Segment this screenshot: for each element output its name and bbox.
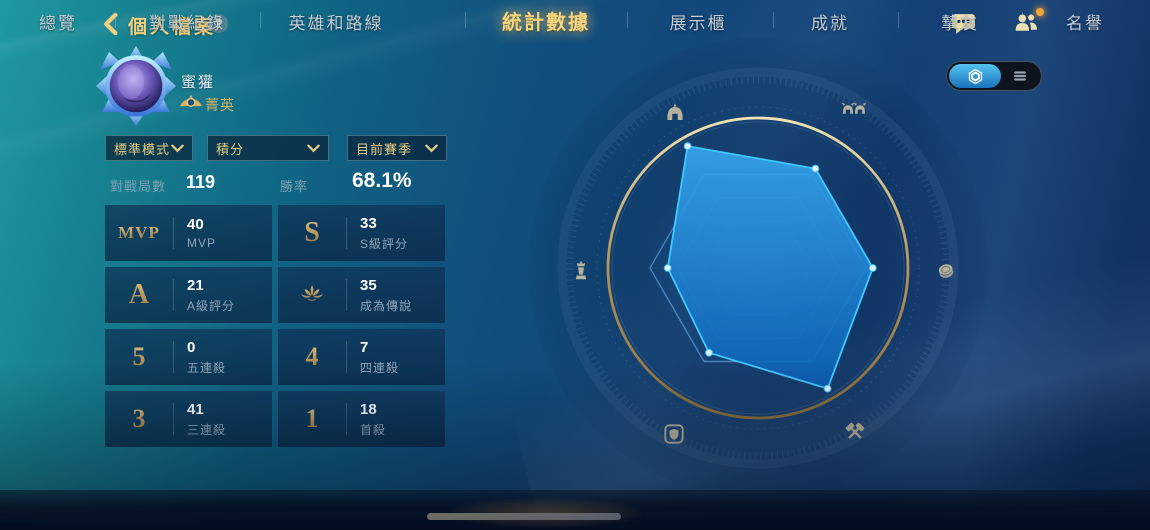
stat-cell-quadra-kill: 4 7 四連殺 <box>278 329 445 385</box>
tab-overview[interactable]: 總覽 <box>39 14 77 33</box>
stat-value: 21 <box>187 276 204 294</box>
crossed-hammers-icon <box>842 419 868 445</box>
stat-value: 41 <box>187 400 204 418</box>
stat-cell-mvp: MVP 40 MVP <box>105 205 272 261</box>
stat-label: A級評分 <box>187 298 236 313</box>
tab-divider <box>627 12 628 28</box>
stat-cell-a-grade: A 21 A級評分 <box>105 267 272 323</box>
stats-grid: MVP 40 MVP S 33 S級評分 A 21 A級評分 <box>105 205 445 447</box>
tab-divider <box>115 12 116 28</box>
winrate-label: 勝率 <box>280 179 309 194</box>
stat-badge: 5 <box>105 342 173 372</box>
tab-divider <box>898 12 899 28</box>
rank-label: 菁英 <box>205 97 235 113</box>
tab-divider <box>773 12 774 28</box>
stat-label: 首殺 <box>360 422 387 437</box>
chevron-left-icon <box>104 12 118 36</box>
mode-dropdown[interactable]: 標準模式 <box>105 135 193 161</box>
winrate-value: 68.1% <box>352 169 412 192</box>
queue-dropdown-value: 積分 <box>216 141 245 157</box>
matches-label: 對戰局數 <box>110 179 167 194</box>
stat-cell-first-blood: 1 18 首殺 <box>278 391 445 447</box>
notification-dot <box>1036 8 1044 16</box>
bottom-tab-bar <box>0 490 1150 530</box>
stat-label: 成為傳說 <box>360 298 413 313</box>
stat-value: 0 <box>187 338 196 356</box>
stat-value: 18 <box>360 400 377 418</box>
view-toggle[interactable] <box>946 61 1042 91</box>
stat-label: S級評分 <box>360 236 409 251</box>
chat-button[interactable] <box>950 11 977 41</box>
duo-helmets-icon <box>840 96 867 122</box>
tab-honor[interactable]: 名譽 <box>1066 14 1104 33</box>
tower-icon <box>568 258 594 284</box>
performance-radar-chart <box>557 67 959 469</box>
stat-badge: 1 <box>278 404 346 434</box>
stat-label: 三連殺 <box>187 422 227 437</box>
stat-cell-triple-kill: 3 41 三連殺 <box>105 391 272 447</box>
stat-value: 40 <box>187 216 204 233</box>
list-icon <box>1014 71 1026 81</box>
back-button[interactable] <box>103 12 121 36</box>
tab-scrollbar-thumb[interactable] <box>427 513 621 520</box>
stat-badge: A <box>105 279 173 311</box>
tab-best-friends[interactable]: 摯友 <box>941 14 979 33</box>
help-button[interactable]: ? <box>209 14 228 33</box>
chat-bubble-icon <box>952 14 975 34</box>
stat-label: 四連殺 <box>360 360 400 375</box>
friends-button[interactable] <box>1012 10 1041 40</box>
stat-cell-legendary: 35 成為傳說 <box>278 267 445 323</box>
tab-statistics[interactable]: 統計數據 <box>502 12 590 34</box>
list-view-segment[interactable] <box>1001 64 1039 88</box>
page-title: 個人檔案 <box>128 17 217 38</box>
radar-view-segment[interactable] <box>949 64 1001 88</box>
rank-emblem-icon <box>179 93 203 115</box>
stat-label: 五連殺 <box>187 360 227 375</box>
stat-badge: S <box>278 217 346 249</box>
stat-value: 7 <box>360 338 369 356</box>
stat-badge: 4 <box>278 342 346 372</box>
tab-divider <box>1022 12 1023 28</box>
friends-icon <box>1015 14 1038 31</box>
shield-icon <box>661 421 687 447</box>
season-dropdown-value: 目前賽季 <box>356 141 413 157</box>
chevron-down-icon <box>425 144 438 152</box>
tab-champions-lanes[interactable]: 英雄和路線 <box>288 14 384 33</box>
stat-cell-s-grade: S 33 S級評分 <box>278 205 445 261</box>
mode-dropdown-value: 標準模式 <box>114 141 171 157</box>
tab-achievements[interactable]: 成就 <box>811 14 849 33</box>
stat-badge: 3 <box>105 404 173 434</box>
tab-showcase[interactable]: 展示櫃 <box>669 14 727 33</box>
queue-dropdown[interactable]: 積分 <box>207 135 329 161</box>
stat-cell-penta-kill: 5 0 五連殺 <box>105 329 272 385</box>
gold-coin-icon <box>933 258 959 284</box>
season-dropdown[interactable]: 目前賽季 <box>347 135 447 161</box>
tab-divider <box>260 12 261 28</box>
stat-label: MVP <box>187 236 217 250</box>
chevron-down-icon <box>171 144 184 152</box>
stat-value: 35 <box>360 276 377 294</box>
chevron-down-icon <box>307 144 320 152</box>
stat-badge: MVP <box>105 223 173 243</box>
legendary-lotus-icon <box>301 285 323 301</box>
avatar[interactable] <box>95 45 177 127</box>
stat-value: 33 <box>360 214 377 232</box>
player-name: 蜜獾 <box>181 74 216 91</box>
stat-badge <box>278 282 346 308</box>
tab-divider <box>465 12 466 28</box>
fighter-helmet-icon <box>662 101 688 127</box>
radar-hexagon-icon <box>968 68 982 84</box>
tab-match-history[interactable]: 對戰紀錄 <box>149 14 225 33</box>
matches-value: 119 <box>186 172 216 192</box>
